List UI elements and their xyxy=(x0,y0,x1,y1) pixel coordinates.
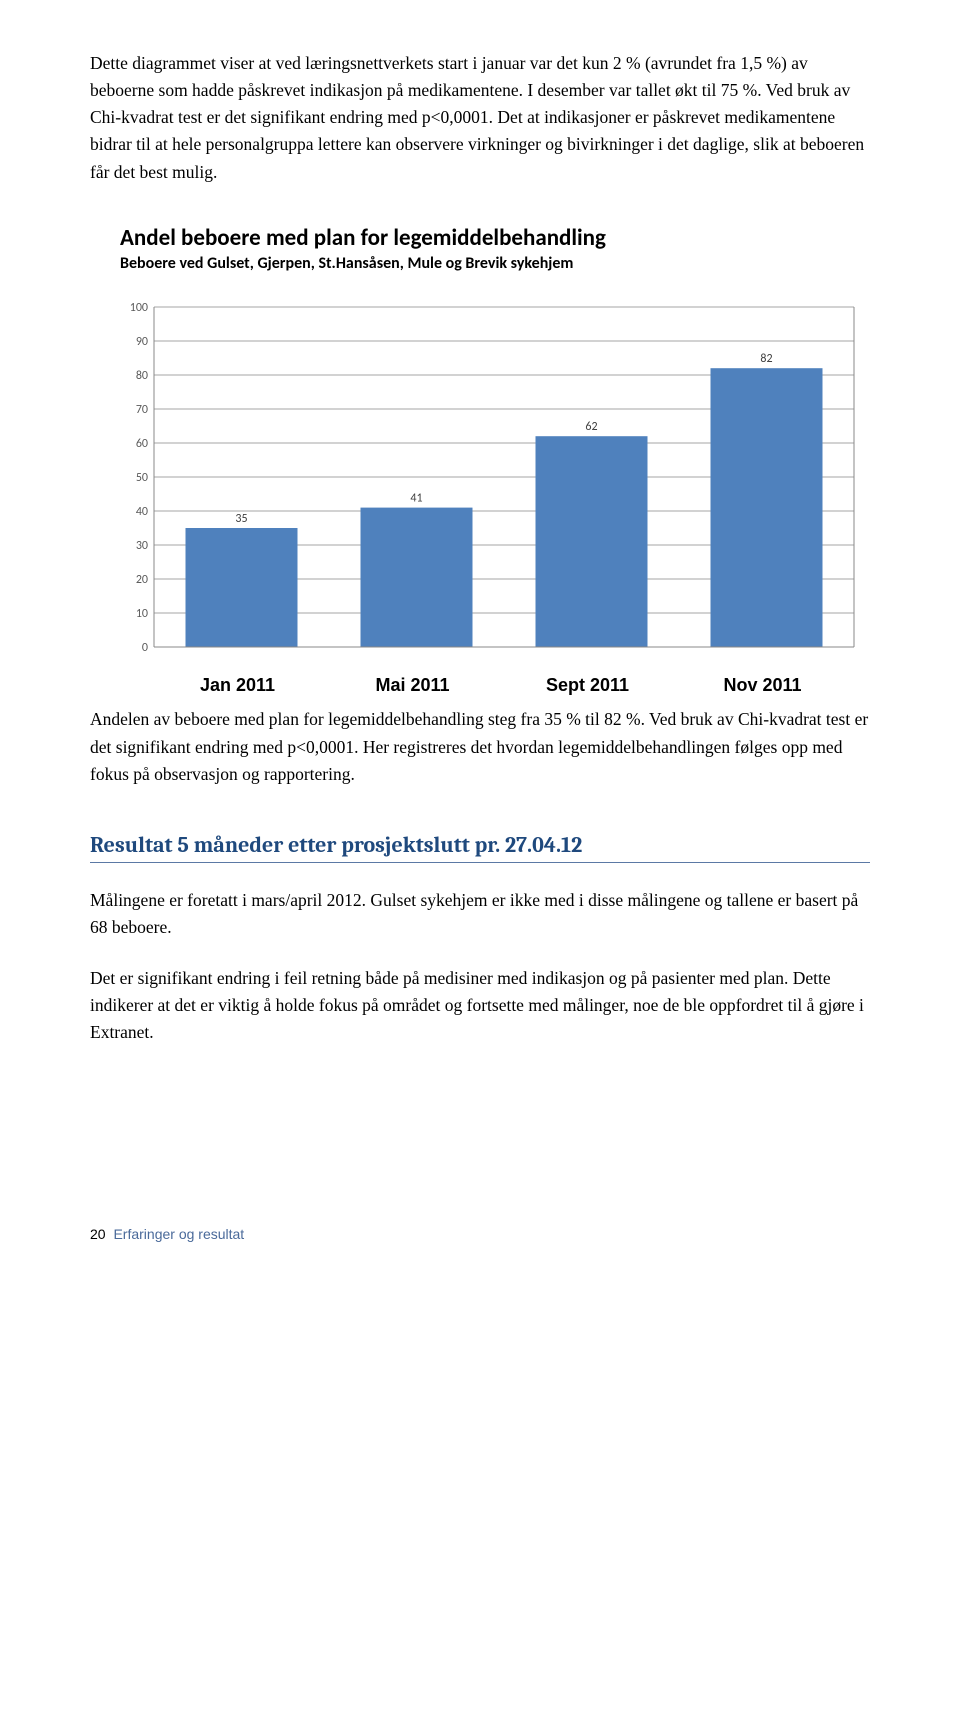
svg-text:0: 0 xyxy=(142,641,148,651)
x-axis-labels: Jan 2011Mai 2011Sept 2011Nov 2011 xyxy=(150,675,850,696)
svg-text:60: 60 xyxy=(136,437,148,451)
footer-section: Erfaringer og resultat xyxy=(113,1226,244,1242)
svg-text:35: 35 xyxy=(235,512,247,526)
x-axis-label: Jan 2011 xyxy=(150,675,325,696)
bar-chart-svg: 0 10 20 30 40 50 60 70 80 90 100 35 41 62 82 xyxy=(120,301,860,651)
result-paragraph-3: Det er signifikant endring i feil retnin… xyxy=(90,965,870,1046)
svg-text:10: 10 xyxy=(136,607,148,621)
chart-section: Andel beboere med plan for legemiddelbeh… xyxy=(120,224,870,697)
chart-subtitle: Beboere ved Gulset, Gjerpen, St.Hansåsen… xyxy=(120,254,870,273)
svg-text:30: 30 xyxy=(136,539,148,553)
intro-paragraph: Dette diagrammet viser at ved læringsnet… xyxy=(90,50,870,186)
x-axis-label: Sept 2011 xyxy=(500,675,675,696)
result-paragraph-2: Målingene er foretatt i mars/april 2012.… xyxy=(90,887,870,941)
svg-text:20: 20 xyxy=(136,573,148,587)
result-paragraph-1: Andelen av beboere med plan for legemidd… xyxy=(90,706,870,787)
svg-text:90: 90 xyxy=(136,335,148,349)
svg-text:70: 70 xyxy=(136,403,148,417)
chart-title: Andel beboere med plan for legemiddelbeh… xyxy=(120,224,870,253)
svg-text:40: 40 xyxy=(136,505,148,519)
x-axis-label: Mai 2011 xyxy=(325,675,500,696)
svg-text:62: 62 xyxy=(585,421,597,435)
svg-text:80: 80 xyxy=(136,369,148,383)
svg-text:41: 41 xyxy=(410,492,422,506)
svg-text:82: 82 xyxy=(760,353,772,367)
page-footer: 20 Erfaringer og resultat xyxy=(90,1226,870,1242)
page-number: 20 xyxy=(90,1226,106,1242)
svg-text:100: 100 xyxy=(130,301,148,315)
svg-text:50: 50 xyxy=(136,471,148,485)
section-heading: Resultat 5 måneder etter prosjektslutt p… xyxy=(90,832,870,863)
x-axis-label: Nov 2011 xyxy=(675,675,850,696)
chart-plot: 0 10 20 30 40 50 60 70 80 90 100 35 41 62 82 xyxy=(120,301,870,651)
